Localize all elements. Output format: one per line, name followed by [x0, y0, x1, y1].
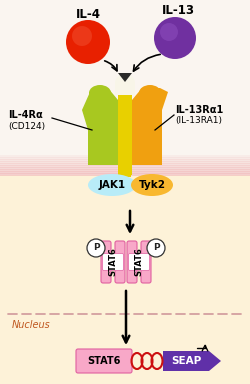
- Ellipse shape: [131, 174, 173, 196]
- Text: SEAP: SEAP: [171, 356, 201, 366]
- FancyBboxPatch shape: [101, 241, 111, 283]
- Bar: [115, 83, 135, 95]
- Circle shape: [66, 20, 110, 64]
- Bar: [0, 167, 250, 169]
- FancyBboxPatch shape: [127, 241, 137, 283]
- Ellipse shape: [115, 74, 135, 92]
- Bar: [0, 159, 250, 162]
- Text: (CD124): (CD124): [8, 121, 45, 131]
- Ellipse shape: [89, 85, 111, 101]
- Bar: [0, 155, 250, 157]
- Bar: [0, 171, 250, 174]
- Text: IL-13Rα1: IL-13Rα1: [175, 105, 223, 115]
- Bar: [0, 157, 250, 159]
- FancyBboxPatch shape: [115, 241, 125, 283]
- Text: JAK1: JAK1: [98, 180, 126, 190]
- Circle shape: [160, 23, 178, 41]
- Bar: [0, 0, 250, 175]
- Text: Tyk2: Tyk2: [138, 180, 166, 190]
- FancyBboxPatch shape: [141, 241, 151, 283]
- Text: P: P: [93, 243, 99, 253]
- Text: STAT6: STAT6: [134, 248, 143, 276]
- FancyBboxPatch shape: [76, 349, 132, 373]
- Bar: [0, 165, 250, 167]
- Bar: [0, 173, 250, 175]
- Circle shape: [154, 17, 196, 59]
- FancyBboxPatch shape: [128, 253, 150, 270]
- Text: (IL-13RA1): (IL-13RA1): [175, 116, 222, 126]
- Text: IL-4Rα: IL-4Rα: [8, 110, 43, 120]
- Text: Nucleus: Nucleus: [12, 320, 51, 330]
- Circle shape: [72, 26, 92, 46]
- Polygon shape: [116, 83, 134, 95]
- Text: STAT6: STAT6: [108, 248, 118, 276]
- Polygon shape: [118, 73, 132, 82]
- Bar: [0, 163, 250, 166]
- Ellipse shape: [88, 174, 136, 196]
- Polygon shape: [82, 88, 118, 165]
- Ellipse shape: [139, 85, 161, 101]
- Text: P: P: [153, 243, 159, 253]
- Circle shape: [87, 239, 105, 257]
- Text: STAT6: STAT6: [87, 356, 121, 366]
- Circle shape: [147, 239, 165, 257]
- Bar: [0, 169, 250, 172]
- Bar: [0, 175, 250, 384]
- Bar: [118, 80, 132, 175]
- Bar: [0, 161, 250, 164]
- Polygon shape: [132, 88, 168, 165]
- Polygon shape: [163, 351, 221, 371]
- Text: IL-4: IL-4: [76, 8, 100, 20]
- Text: IL-13: IL-13: [162, 5, 194, 18]
- Bar: [119, 165, 131, 177]
- FancyBboxPatch shape: [102, 253, 124, 270]
